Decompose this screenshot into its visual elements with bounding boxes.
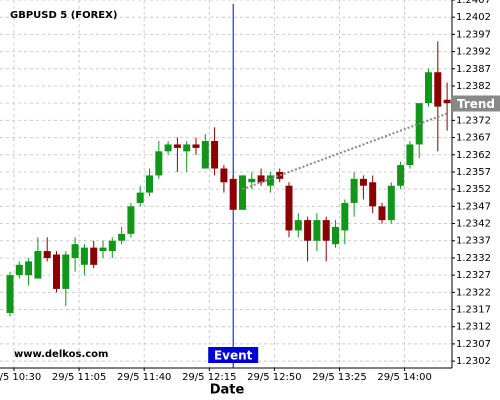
- candle-body: [211, 141, 219, 169]
- candle-body: [62, 254, 70, 289]
- event-label-box: [208, 347, 259, 363]
- candle-body: [43, 251, 51, 258]
- candle-body: [164, 144, 172, 152]
- candle-body: [397, 165, 405, 186]
- y-tick-label: 1.2342: [456, 219, 491, 230]
- x-tick-label: 29/5 12:50: [247, 372, 301, 383]
- candle-body: [155, 151, 163, 176]
- y-tick-label: 1.2352: [456, 184, 491, 195]
- y-tick-label: 1.2362: [456, 150, 491, 161]
- candle-body: [173, 144, 181, 148]
- y-tick-label: 1.2357: [456, 167, 491, 178]
- y-tick-label: 1.2392: [456, 47, 491, 58]
- candle-body: [294, 220, 302, 231]
- y-tick-label: 1.2332: [456, 253, 491, 264]
- y-tick-label: 1.2307: [456, 339, 491, 350]
- candle-body: [71, 244, 79, 258]
- candle-body: [276, 171, 284, 179]
- candle-body: [266, 175, 274, 186]
- candle-body: [350, 178, 358, 203]
- candle-body: [80, 247, 88, 265]
- x-tick-label: 29/5 12:15: [182, 372, 236, 383]
- y-tick-label: 1.2387: [456, 64, 491, 75]
- y-tick-label: 1.2367: [456, 133, 491, 144]
- candle-body: [239, 175, 246, 210]
- y-tick-label: 1.2302: [456, 356, 491, 367]
- y-tick-label: 1.2312: [456, 322, 491, 333]
- y-tick-label: 1.2337: [456, 236, 491, 247]
- y-tick-label: 1.2407: [456, 0, 491, 6]
- candle-body: [220, 168, 228, 183]
- candle-body: [257, 175, 265, 183]
- y-tick-label: 1.2372: [456, 115, 491, 126]
- candle-body: [378, 206, 386, 221]
- candle-body: [285, 185, 293, 231]
- candle-body: [192, 144, 200, 148]
- chart-title: GBPUSD 5 (FOREX): [10, 10, 117, 21]
- candle-body: [248, 178, 256, 183]
- candle-body: [406, 144, 414, 166]
- y-tick-label: 1.2322: [456, 287, 491, 298]
- candle-body: [90, 247, 98, 265]
- x-tick-label: 29/5 11:40: [117, 372, 171, 383]
- candle-body: [434, 72, 442, 107]
- event-label: Event: [214, 349, 253, 363]
- trend-label-box: [452, 95, 500, 112]
- x-tick-label: 29/5 10:30: [0, 372, 41, 383]
- candle-body: [6, 275, 14, 313]
- candle-body: [34, 251, 42, 279]
- candle-body: [25, 261, 33, 276]
- y-tick-label: 1.2397: [456, 29, 491, 40]
- candle-body: [341, 202, 349, 231]
- candle-body: [443, 99, 451, 104]
- trend-line: [242, 112, 448, 191]
- candle-body: [118, 233, 126, 241]
- candle-body: [332, 226, 339, 245]
- candle-body: [322, 220, 330, 241]
- x-axis-title: Date: [210, 383, 245, 398]
- y-tick-label: 1.2402: [456, 12, 491, 23]
- candle-body: [136, 192, 144, 203]
- y-tick-label: 1.2327: [456, 270, 491, 281]
- y-tick-label: 1.2317: [456, 305, 491, 316]
- y-tick-label: 1.2347: [456, 201, 491, 212]
- candle-body: [99, 247, 107, 252]
- candle-body: [53, 254, 60, 289]
- candle-body: [108, 240, 116, 252]
- candle-body: [369, 182, 377, 207]
- candle-body: [15, 264, 23, 276]
- watermark: www.delkos.com: [14, 349, 108, 360]
- trend-label: Trend: [457, 97, 495, 111]
- candle-body: [359, 178, 367, 186]
- candle-body: [313, 220, 321, 241]
- candle-body: [304, 220, 312, 241]
- candle-body: [183, 144, 191, 152]
- candle-body: [387, 185, 395, 221]
- candle-body: [201, 141, 209, 169]
- candle-body: [127, 206, 135, 234]
- y-tick-label: 1.2382: [456, 81, 491, 92]
- x-tick-label: 29/5 13:25: [312, 372, 366, 383]
- x-tick-label: 29/5 11:05: [52, 372, 106, 383]
- candle-body: [146, 175, 153, 193]
- candle-body: [229, 178, 237, 210]
- candle-body: [425, 72, 432, 104]
- x-tick-label: 29/5 14:00: [377, 372, 431, 383]
